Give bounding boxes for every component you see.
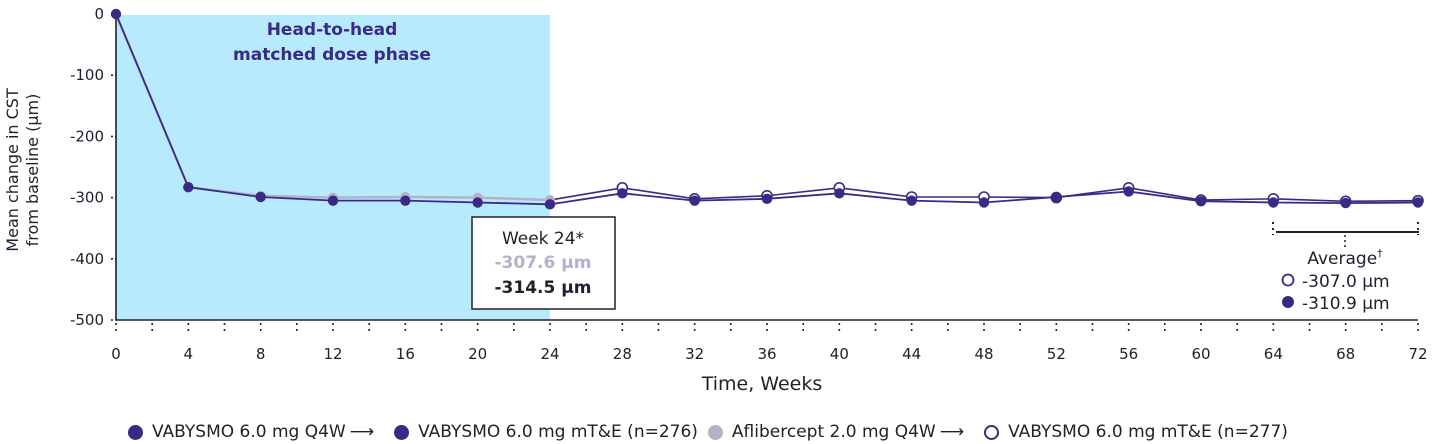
phase-label-line-1: Head-to-head [267, 20, 398, 40]
legend-arrow: ⟶ [349, 422, 375, 442]
legend-filled-dark-marker [128, 424, 143, 440]
x-tick-label: 0 [111, 345, 121, 363]
legend-open-dark-marker [984, 424, 1000, 440]
vabysmo-point [1268, 197, 1279, 208]
vabysmo-point [400, 195, 411, 206]
x-tick-label: 40 [830, 345, 849, 363]
vabysmo-point [544, 199, 556, 210]
x-tick-label: 36 [757, 345, 776, 363]
x-tick-label: 28 [613, 345, 632, 363]
week24-callout: Week 24* -307.6 µm -314.5 µm [471, 216, 616, 310]
x-tick-label: 8 [256, 345, 266, 363]
legend-item-vabysmo-mte-277: VABYSMO 6.0 mg mT&E (n=277) [984, 422, 1288, 442]
vabysmo-point [906, 195, 917, 206]
y-tick-label: -300 [70, 189, 104, 207]
y-axis-title-line-2: from baseline (µm) [23, 94, 42, 247]
vabysmo-point [1051, 191, 1062, 203]
legend-item-vabysmo-mte-276: VABYSMO 6.0 mg mT&E (n=276) [394, 422, 698, 442]
legend-label: Aflibercept 2.0 mg Q4W [731, 422, 936, 442]
x-tick-label: 20 [468, 345, 487, 363]
y-tick-label: -100 [70, 66, 104, 84]
legend-filled-dark-marker [394, 424, 410, 440]
vabysmo-point [617, 188, 628, 199]
x-tick-label: 56 [1119, 345, 1138, 363]
legend-arrow: ⟶ [939, 422, 965, 442]
legend-label: VABYSMO 6.0 mg Q4W [152, 422, 346, 442]
vabysmo-point [183, 181, 194, 193]
week24-title: Week 24* [502, 229, 584, 249]
average-filled-value: -310.9 µm [1302, 294, 1390, 314]
legend-filled-light-marker [707, 424, 723, 440]
average-bracket: Average† -307.0 µm -310.9 µm [1272, 222, 1419, 314]
vabysmo-point [1340, 197, 1351, 209]
week24-aflibercept-value: -307.6 µm [495, 253, 592, 273]
legend: VABYSMO 6.0 mg Q4W ⟶ VABYSMO 6.0 mg mT&E… [128, 420, 1298, 444]
vabysmo-point [761, 193, 773, 205]
average-open-marker [1281, 273, 1295, 287]
series-group [110, 8, 1424, 210]
x-tick-label: 4 [184, 345, 194, 363]
axes [115, 14, 1418, 321]
vabysmo-point [1412, 197, 1424, 208]
week24-vabysmo-value: -314.5 µm [495, 278, 592, 298]
x-tick-label: 12 [323, 345, 342, 363]
legend-item-aflibercept-q4w: Aflibercept 2.0 mg Q4W ⟶ [707, 422, 974, 442]
y-tick-label: 0 [94, 5, 104, 23]
x-axis-title: Time, Weeks [701, 373, 823, 395]
line-chart: Head-to-head matched dose phase 0 -100 -20… [3, 5, 1428, 395]
phase-label-line-2: matched dose phase [233, 45, 431, 65]
x-tick-label: 60 [1191, 345, 1210, 363]
vabysmo-point [978, 197, 990, 208]
vabysmo-point [834, 188, 845, 199]
vabysmo-point [1123, 186, 1134, 197]
y-tick-label: -200 [70, 127, 104, 145]
vabysmo-point [472, 197, 483, 208]
average-open-value: -307.0 µm [1302, 272, 1390, 292]
x-tick-label: 52 [1047, 345, 1066, 363]
y-tick-label: -400 [70, 250, 104, 268]
x-tick-label: 64 [1264, 345, 1283, 363]
x-tick-label: 48 [974, 345, 993, 363]
x-tick-label: 72 [1408, 345, 1427, 363]
vabysmo-point [110, 8, 122, 20]
x-tick-label: 68 [1336, 345, 1355, 363]
x-tick-label: 44 [902, 345, 921, 363]
x-tick-label: 32 [685, 345, 704, 363]
vabysmo-point [255, 191, 266, 203]
legend-label: VABYSMO 6.0 mg mT&E (n=276) [418, 422, 698, 442]
vabysmo-point [689, 195, 700, 206]
average-filled-marker [1282, 296, 1294, 308]
legend-label: VABYSMO 6.0 mg mT&E (n=277) [1008, 422, 1288, 442]
x-tick-label: 16 [396, 345, 415, 363]
vabysmo-point [327, 195, 339, 206]
vabysmo-point [1195, 196, 1207, 207]
y-tick-label: -500 [70, 311, 104, 329]
average-title: Average† [1307, 247, 1383, 269]
legend-item-vabysmo-q4w: VABYSMO 6.0 mg Q4W ⟶ [128, 422, 384, 442]
x-tick-label: 24 [540, 345, 559, 363]
week24-callout-box [471, 216, 616, 310]
y-axis-title-line-1: Mean change in CST [3, 88, 22, 252]
